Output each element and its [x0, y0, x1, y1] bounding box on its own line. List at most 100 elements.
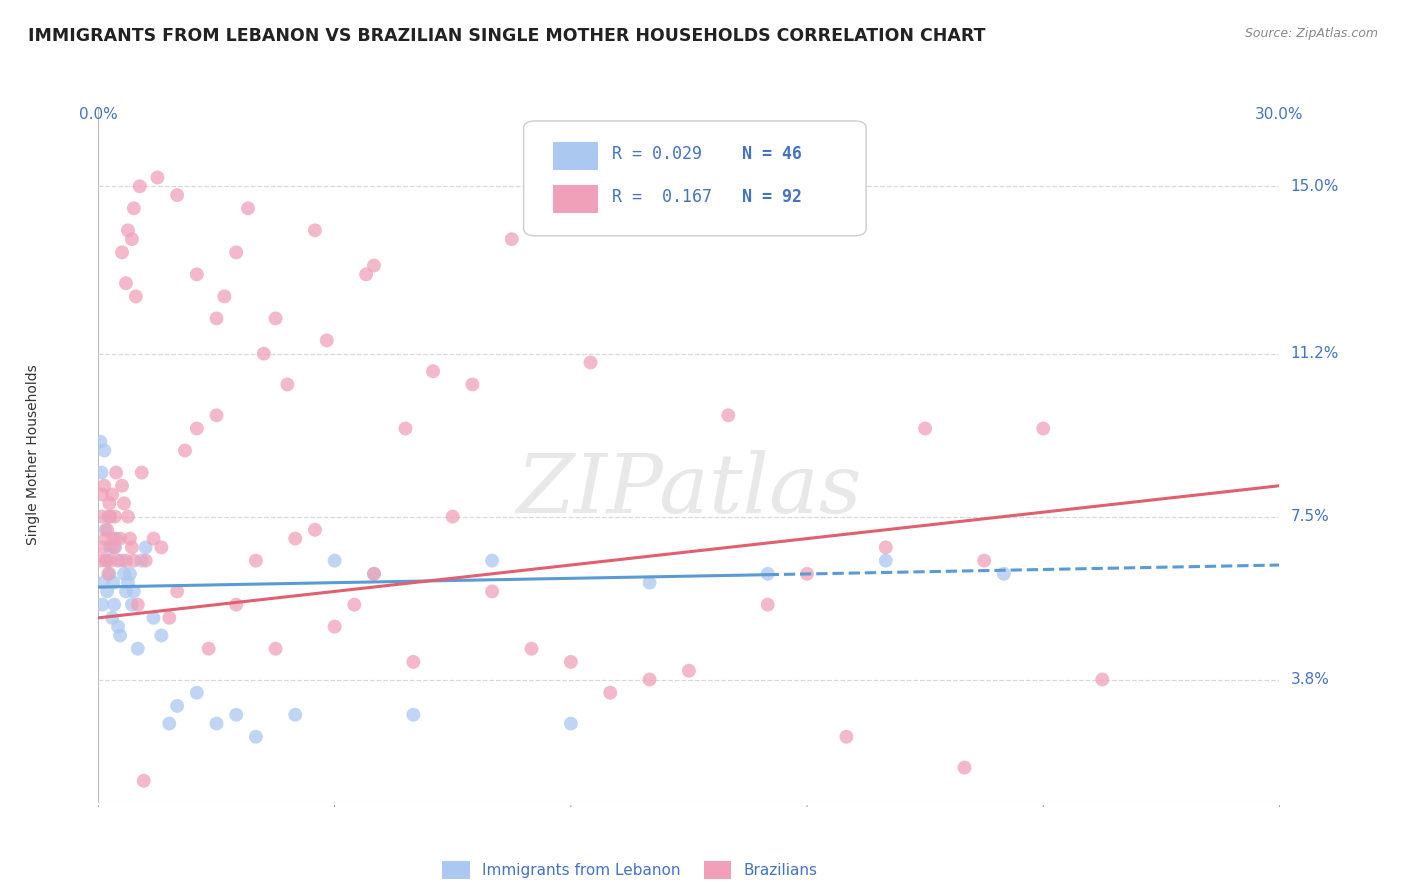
- Point: [117, 223, 139, 237]
- Text: 7.5%: 7.5%: [1291, 509, 1329, 524]
- Point: [276, 377, 298, 392]
- Point: [678, 664, 700, 678]
- Point: [122, 584, 145, 599]
- Point: [98, 496, 121, 510]
- Point: [481, 553, 503, 567]
- Point: [135, 541, 157, 555]
- Point: [105, 532, 128, 546]
- Point: [90, 509, 112, 524]
- Point: [100, 553, 122, 567]
- Point: [103, 541, 125, 555]
- Point: [304, 223, 326, 237]
- Text: 3.8%: 3.8%: [1291, 672, 1330, 687]
- Point: [186, 268, 208, 282]
- Point: [150, 628, 173, 642]
- Point: [121, 541, 143, 555]
- Text: 0.0%: 0.0%: [79, 107, 118, 122]
- Point: [117, 575, 139, 590]
- Point: [363, 566, 385, 581]
- Point: [197, 641, 219, 656]
- Text: N = 46: N = 46: [742, 145, 801, 163]
- Text: 15.0%: 15.0%: [1291, 178, 1339, 194]
- Point: [111, 245, 134, 260]
- Point: [132, 773, 155, 788]
- Point: [157, 716, 180, 731]
- Point: [96, 553, 118, 567]
- Text: Single Mother Households: Single Mother Households: [27, 365, 41, 545]
- Point: [756, 566, 779, 581]
- Point: [94, 523, 117, 537]
- Point: [98, 566, 121, 581]
- Point: [225, 598, 247, 612]
- Point: [284, 532, 307, 546]
- Point: [103, 532, 125, 546]
- Point: [599, 686, 621, 700]
- Point: [638, 575, 661, 590]
- Point: [354, 268, 377, 282]
- Point: [973, 553, 995, 567]
- Point: [993, 566, 1015, 581]
- Point: [236, 202, 259, 216]
- Point: [91, 541, 114, 555]
- Point: [127, 641, 149, 656]
- Point: [1091, 673, 1114, 687]
- Point: [103, 575, 125, 590]
- Point: [93, 443, 115, 458]
- Point: [96, 553, 118, 567]
- Point: [304, 523, 326, 537]
- Point: [115, 584, 138, 599]
- Point: [323, 553, 346, 567]
- Point: [131, 553, 153, 567]
- Point: [914, 421, 936, 435]
- Point: [560, 716, 582, 731]
- Point: [89, 553, 111, 567]
- Point: [135, 553, 157, 567]
- Point: [461, 377, 484, 392]
- Point: [1032, 421, 1054, 435]
- Point: [142, 532, 165, 546]
- Text: ZIPatlas: ZIPatlas: [516, 450, 862, 530]
- Text: 11.2%: 11.2%: [1291, 346, 1339, 361]
- Point: [245, 730, 267, 744]
- Point: [94, 532, 117, 546]
- Point: [284, 707, 307, 722]
- Point: [93, 479, 115, 493]
- Text: R =  0.167: R = 0.167: [612, 188, 713, 206]
- Point: [111, 479, 134, 493]
- Point: [146, 170, 169, 185]
- Point: [98, 541, 121, 555]
- Point: [323, 620, 346, 634]
- Point: [481, 584, 503, 599]
- Text: N = 92: N = 92: [742, 188, 801, 206]
- Point: [96, 523, 118, 537]
- Point: [186, 421, 208, 435]
- Point: [441, 509, 464, 524]
- Point: [97, 566, 120, 581]
- Point: [186, 686, 208, 700]
- FancyBboxPatch shape: [553, 185, 598, 213]
- Point: [121, 598, 143, 612]
- Point: [91, 575, 114, 590]
- Point: [402, 655, 425, 669]
- Point: [363, 259, 385, 273]
- Point: [560, 655, 582, 669]
- Point: [205, 716, 228, 731]
- Point: [90, 466, 112, 480]
- Point: [104, 541, 127, 555]
- Point: [205, 311, 228, 326]
- Point: [638, 673, 661, 687]
- Point: [108, 532, 131, 546]
- Point: [166, 584, 188, 599]
- Point: [717, 409, 740, 423]
- Point: [875, 553, 897, 567]
- Point: [107, 553, 129, 567]
- Point: [91, 598, 114, 612]
- Point: [315, 334, 337, 348]
- Point: [112, 496, 135, 510]
- Legend: Immigrants from Lebanon, Brazilians: Immigrants from Lebanon, Brazilians: [436, 855, 824, 886]
- Point: [111, 553, 134, 567]
- Point: [157, 611, 180, 625]
- Point: [101, 487, 124, 501]
- Point: [402, 707, 425, 722]
- Point: [96, 584, 118, 599]
